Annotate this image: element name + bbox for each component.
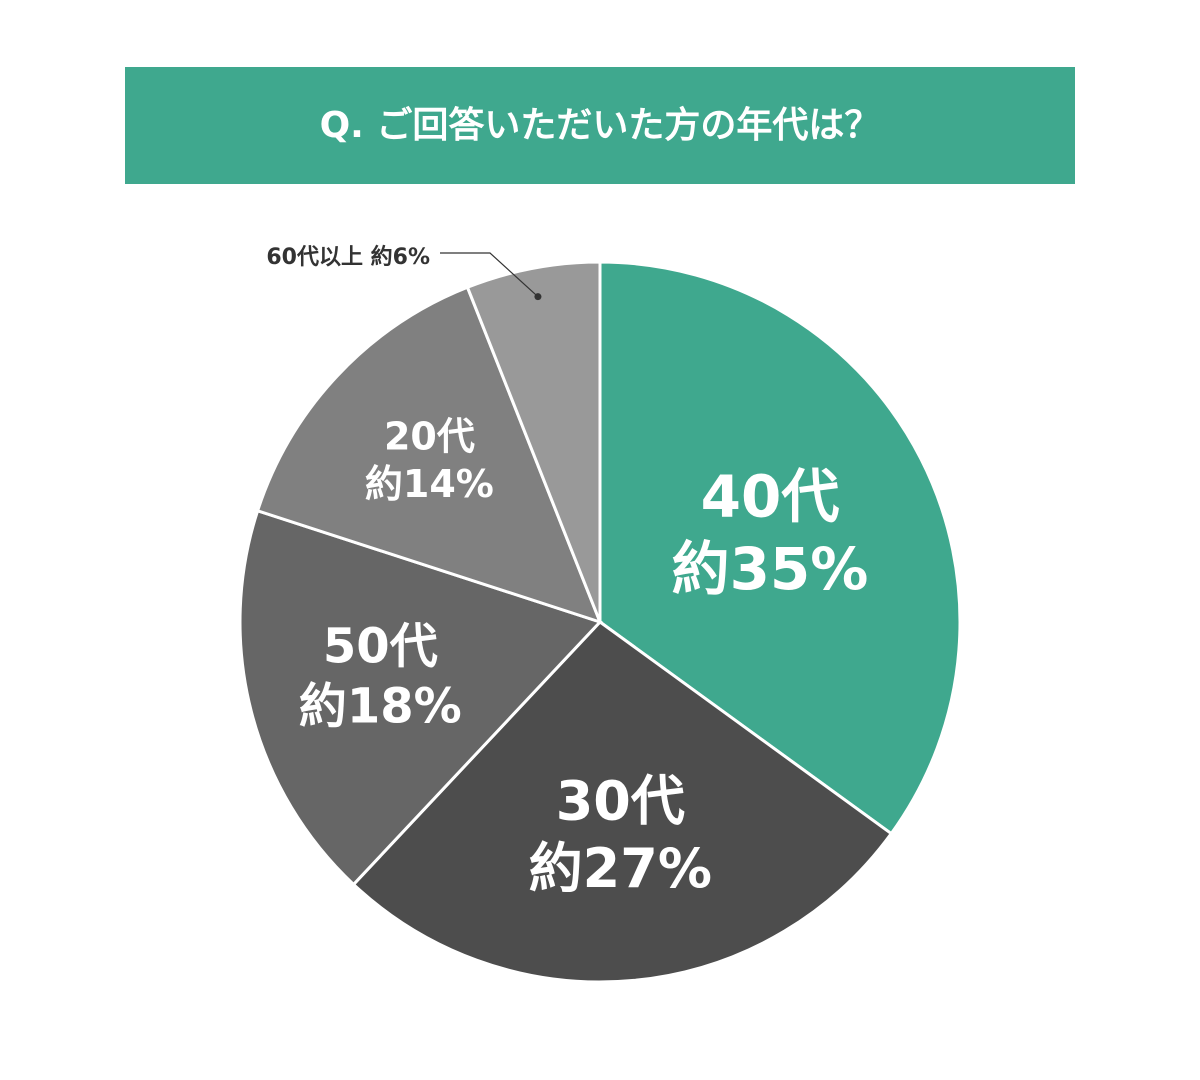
pie-slice: [238, 508, 603, 887]
slice-value-label: 約6%: [371, 244, 430, 270]
slice-value-label: 約27%: [529, 837, 712, 900]
slice-value-label: 約18%: [299, 679, 462, 735]
pie-slice: [351, 620, 894, 984]
pie-slice: [465, 260, 602, 623]
slice-value-label: 約35%: [672, 535, 869, 603]
slice-category-label: 50代: [323, 619, 438, 675]
slice-category-label: 60代以上: [266, 245, 363, 270]
slice-category-label: 40代: [701, 463, 840, 531]
slice-category-label: 30代: [556, 769, 685, 832]
chart-title: Q. ご回答いただいた方の年代は？: [320, 105, 881, 146]
pie-slice: [598, 260, 962, 836]
leader-line: [440, 252, 539, 298]
pie-slice: [255, 285, 603, 625]
slice-category-label: 20代: [384, 415, 475, 459]
slice-value-label: 約14%: [365, 462, 494, 506]
outside-label: 60代以上 約6%: [266, 244, 430, 270]
title-bar: [125, 67, 1075, 184]
